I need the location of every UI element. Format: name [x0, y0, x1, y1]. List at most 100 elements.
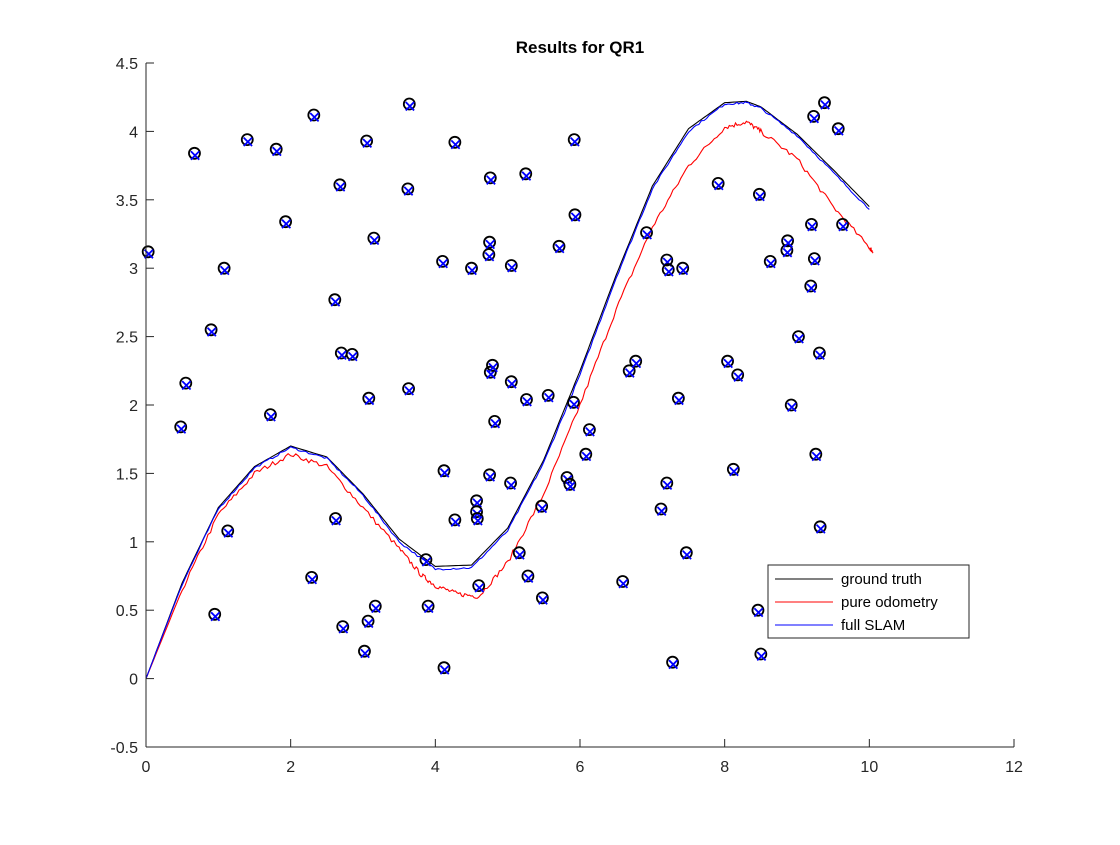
landmark-estimate-marker [537, 503, 548, 514]
landmark-estimate-marker [438, 258, 449, 269]
landmark-true-marker [813, 520, 827, 534]
landmark-true-marker [264, 408, 277, 422]
landmark-true-marker [504, 476, 517, 490]
y-tick-label: 1 [129, 535, 138, 552]
landmark-estimate-marker [766, 258, 776, 269]
series-line-full-SLAM [145, 101, 870, 679]
landmark-true-marker [640, 226, 653, 240]
landmark-estimate-marker [506, 480, 516, 491]
landmark-estimate-marker [815, 524, 826, 534]
landmark-true-marker [666, 655, 679, 669]
landmark-estimate-marker [668, 659, 679, 670]
landmark-estimate-marker [467, 265, 477, 276]
landmark-estimate-marker [474, 582, 485, 593]
landmark-true-marker [483, 235, 496, 249]
landmark-estimate-marker [439, 665, 450, 675]
landmark-estimate-marker [569, 136, 580, 147]
landmark-true-marker [535, 591, 549, 605]
y-tick-label: 4.5 [116, 56, 138, 73]
landmark-estimate-marker [570, 212, 581, 222]
landmark-estimate-marker [485, 472, 496, 482]
landmark-estimate-marker [486, 175, 496, 185]
landmark-estimate-marker [538, 595, 548, 605]
landmark-true-marker [660, 253, 674, 267]
landmark-estimate-marker [521, 171, 532, 181]
landmark-estimate-marker [723, 358, 733, 369]
landmark-true-marker [805, 217, 818, 231]
landmark-true-marker [831, 122, 845, 136]
landmark-true-marker [784, 398, 798, 412]
x-tick-label: 2 [286, 759, 295, 776]
landmark-estimate-marker [833, 126, 844, 136]
y-tick-label: 0.5 [116, 603, 138, 620]
landmark-true-marker [483, 171, 497, 185]
landmark-true-marker [421, 599, 435, 613]
landmark-true-marker [358, 644, 371, 658]
landmark-true-marker [836, 217, 849, 231]
landmark-true-marker [563, 477, 577, 491]
landmark-estimate-marker [364, 395, 375, 406]
landmark-estimate-marker [309, 112, 320, 123]
landmark-estimate-marker [783, 238, 794, 248]
landmark-true-marker [521, 569, 535, 583]
landmark-estimate-marker [404, 385, 415, 396]
landmark-true-marker [818, 96, 831, 110]
landmark-true-marker [807, 110, 821, 123]
landmark-estimate-marker [335, 182, 346, 192]
landmark-estimate-marker [450, 139, 461, 150]
landmark-estimate-marker [565, 481, 576, 492]
landmark-estimate-marker [181, 380, 192, 391]
landmark-estimate-marker [642, 229, 652, 240]
landmark-true-marker [520, 393, 533, 406]
landmark-estimate-marker [543, 392, 554, 403]
landmark-true-marker [754, 647, 768, 661]
landmark-estimate-marker [515, 550, 525, 560]
landmark-estimate-marker [729, 466, 739, 477]
landmark-true-marker [504, 259, 518, 272]
landmark-true-marker [721, 354, 734, 368]
landmark-true-marker [792, 330, 805, 344]
landmark-true-marker [470, 512, 484, 525]
landmark-true-marker [654, 502, 668, 516]
landmark-true-marker [804, 279, 818, 293]
landmark-true-marker [419, 553, 433, 566]
landmark-estimate-marker [523, 573, 534, 584]
landmark-estimate-marker [223, 528, 234, 538]
landmark-true-marker [711, 176, 725, 190]
landmark-estimate-marker [206, 327, 217, 337]
landmark-true-marker [448, 513, 462, 527]
landmark-true-marker [535, 499, 549, 513]
landmark-true-marker [751, 603, 765, 617]
landmark-true-marker [240, 133, 254, 147]
landmark-true-marker [616, 575, 630, 588]
landmark-true-marker [731, 368, 745, 382]
landmark-estimate-marker [488, 362, 498, 373]
y-tick-label: 1.5 [116, 466, 138, 483]
landmark-true-marker [174, 420, 188, 434]
landmark-estimate-marker [756, 651, 767, 662]
landmark-true-marker [676, 261, 690, 275]
series-line-ground-truth [145, 100, 870, 679]
landmark-estimate-marker [176, 424, 187, 434]
landmark-true-marker [307, 108, 321, 122]
landmark-estimate-marker [338, 623, 349, 634]
landmark-estimate-marker [330, 297, 341, 307]
landmark-true-marker [465, 261, 478, 275]
landmark-true-marker [781, 234, 794, 248]
landmark-estimate-marker [363, 618, 374, 629]
landmark-true-marker [333, 178, 347, 192]
landmark-estimate-marker [243, 136, 253, 147]
landmark-true-marker [208, 607, 222, 621]
landmark-true-marker [809, 447, 823, 461]
y-tick-label: 3.5 [116, 193, 138, 210]
landmark-true-marker [519, 167, 533, 181]
landmark-true-marker [345, 347, 359, 361]
landmark-true-marker [401, 182, 415, 196]
landmark-estimate-marker [360, 648, 370, 659]
landmark-true-marker [361, 614, 375, 628]
landmark-estimate-marker [674, 395, 684, 406]
landmark-estimate-marker [806, 283, 817, 294]
landmark-true-marker [217, 261, 231, 275]
landmark-true-marker [583, 423, 596, 437]
legend-label: pure odometry [841, 594, 938, 611]
